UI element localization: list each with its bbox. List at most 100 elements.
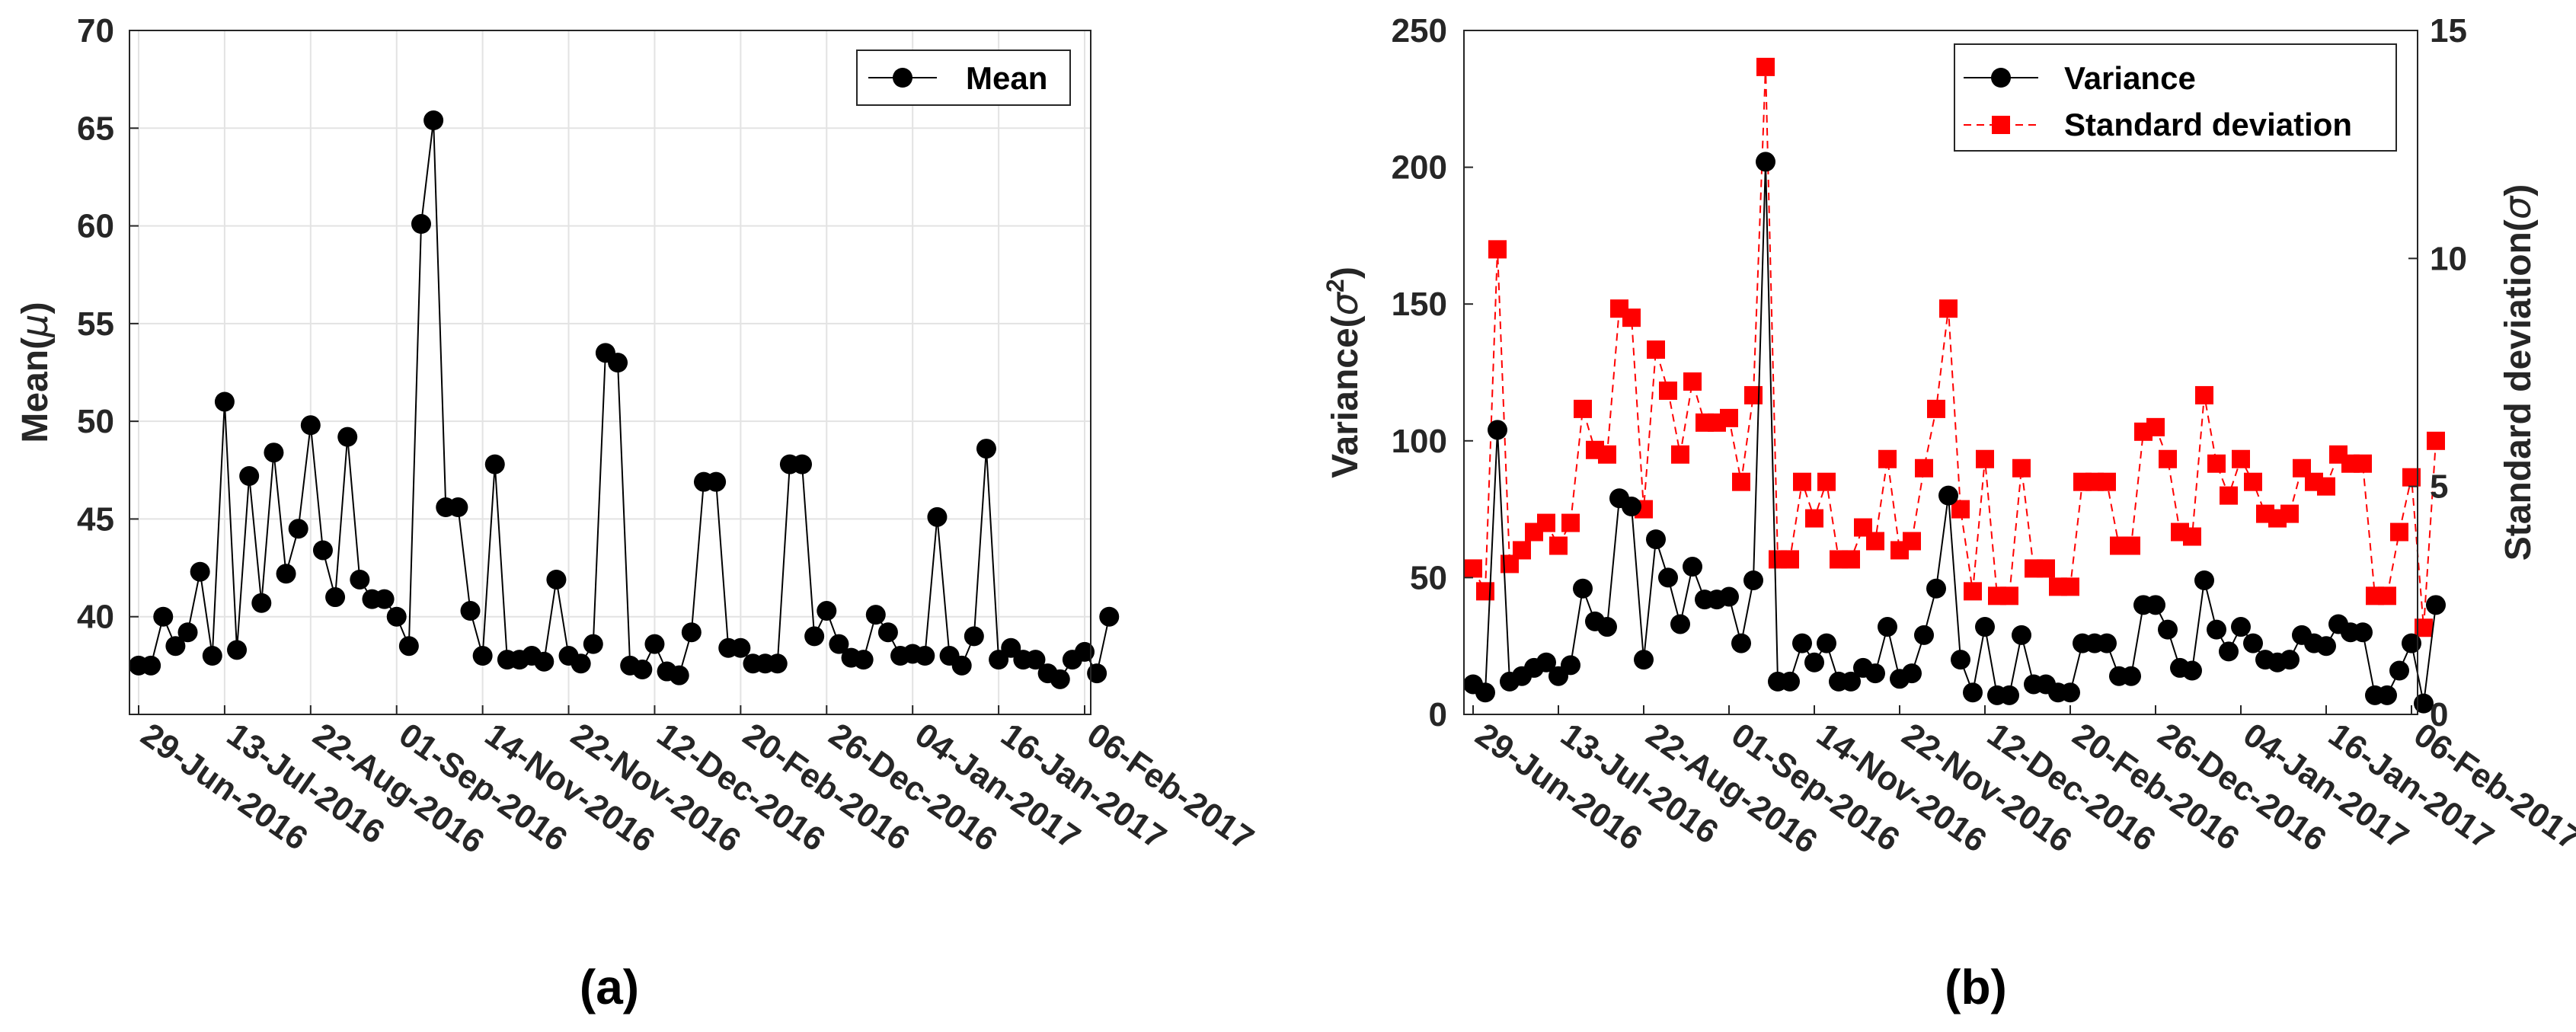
panel-b-legend-stddev-marker (1992, 116, 2010, 134)
panel-a-mean-point (829, 634, 849, 654)
panel-b-right-y-tick-label: 10 (2430, 240, 2467, 277)
panel-b-variance-point (2207, 619, 2226, 640)
panel-a-mean-point (276, 564, 296, 584)
panel-b-variance-point (1683, 557, 1702, 577)
panel-b-left-y-tick-label: 100 (1392, 423, 1447, 460)
panel-a-legend-label: Mean (966, 60, 1047, 96)
panel-b-stddev-point (2244, 472, 2262, 491)
panel-a-mean-point (350, 569, 370, 589)
panel-b-variance-point (1561, 655, 1580, 676)
panel-a-mean-point (792, 454, 813, 474)
panel-a-y-tick-label: 70 (77, 12, 114, 50)
panel-b-variance-point (2194, 570, 2214, 590)
panel-a-mean-point (190, 561, 210, 582)
panel-b-stddev-point (1744, 385, 1763, 404)
panel-b-variance-point (1622, 497, 1641, 517)
panel-b-variance-point (2280, 650, 2300, 670)
panel-b-variance-point (2402, 633, 2421, 653)
panel-a-y-tick-label: 50 (77, 403, 114, 440)
panel-b-stddev-point (1805, 509, 1823, 528)
panel-b-stddev-point (1598, 445, 1616, 464)
panel-a-mean-point (153, 606, 174, 627)
panel-a-legend: Mean (856, 50, 1071, 106)
panel-b-stddev-point (2280, 504, 2299, 523)
panel-a-mean-point (448, 497, 468, 518)
panel-a-mean-point (484, 454, 505, 474)
panel-a-mean-point (300, 415, 321, 436)
panel-a-mean-point (976, 439, 996, 459)
panel-b-stddev-point (2427, 431, 2445, 450)
panel-b-stddev-point (1781, 550, 1799, 569)
panel-b-stddev-point (1732, 472, 1750, 491)
panel-a-mean-point (804, 626, 825, 647)
panel-b-stddev-point (1720, 408, 1738, 427)
panel-b-right-y-tick-label: 15 (2430, 12, 2467, 50)
panel-a-mean-point (730, 637, 751, 658)
panel-a-mean-point (227, 640, 248, 660)
panel-b-variance-point (2182, 660, 2202, 681)
panel-b-right-y-axis-label: Standard deviation(σ) (2497, 184, 2539, 561)
panel-b-variance-point (1780, 671, 1800, 692)
panel-a-mean-point (239, 465, 260, 486)
panel-b-stddev-point (1464, 559, 1482, 578)
panel-b-variance-point (1719, 586, 1739, 607)
panel-a-mean-point (264, 443, 284, 463)
panel-b-stddev-point (1915, 458, 1933, 478)
panel-b-x-ticks: 29-Jun-201613-Jul-201622-Aug-201601-Sep-… (1469, 705, 2576, 861)
panel-b-stddev-point (1537, 513, 1555, 532)
panel-a-mean-point (460, 601, 481, 621)
panel-b-left-y-axis-label: Variance(σ2) (1322, 267, 1366, 478)
panel-b-stddev-point (1976, 449, 1994, 468)
panel-b-legend-variance-marker (1991, 68, 2011, 88)
panel-b-stddev-point (1488, 240, 1507, 259)
panel-b-variance-point (1951, 650, 1970, 670)
panel-a-mean-point (583, 634, 603, 654)
panel-b-left-y-tick-label: 250 (1392, 12, 1447, 50)
panel-a-mean-point (1050, 669, 1070, 689)
panel-b-variance-point (1670, 614, 1690, 634)
panel-a-mean-point (534, 651, 555, 672)
panel-b-variance-point (1634, 650, 1654, 670)
panel-b-variance-point (2377, 685, 2397, 705)
panel-a-mean-point (1025, 650, 1046, 670)
panel-a-y-tick-label: 55 (77, 305, 114, 343)
panel-a-mean-point (644, 634, 665, 654)
panel-a-mean-point (398, 636, 419, 657)
panel-b-axes-box (1463, 30, 2418, 715)
panel-b-stddev-point (1842, 550, 1860, 569)
panel-b-stddev-point (2061, 577, 2079, 596)
panel-a-mean-point (374, 589, 395, 609)
panel-a-mean-point (337, 427, 358, 447)
panel-b-stddev-point (2195, 385, 2213, 404)
panel-b-stddev-point (2146, 417, 2165, 436)
panel-b-variance-point (2414, 693, 2434, 714)
panel-b-right-y-tick-label: 5 (2430, 468, 2448, 506)
panel-b-left-y-tick-label: 0 (1429, 696, 1447, 733)
panel-a-mean-point (877, 622, 898, 643)
panel-b-stddev-point (2159, 449, 2177, 468)
panel-b-variance-point (1488, 420, 1507, 440)
panel-a-mean-point (632, 659, 653, 679)
panel-b-stddev-point (2000, 586, 2018, 605)
panel-a-y-tick-label: 40 (77, 599, 114, 636)
panel-a-mean-point (570, 653, 591, 674)
panel-a-mean-point (1001, 637, 1021, 658)
panel-a-mean-point (817, 601, 837, 621)
panel-a-mean-point (386, 606, 407, 627)
panel-b-stddev-point (1513, 541, 1531, 560)
panel-b-variance-point (1841, 671, 1861, 692)
panel-b-stddev-line (1472, 66, 2437, 628)
panel-b-variance-point (1914, 625, 1934, 645)
panel-b-stddev-point (2183, 527, 2201, 546)
panel-a-x-ticks: 29-Jun-201613-Jul-201622-Aug-201601-Sep-… (134, 705, 1261, 861)
panel-a-mean-point (681, 622, 702, 643)
panel-b-stddev-point (1756, 57, 1775, 76)
panel-b-stddev-point (1866, 532, 1884, 551)
panel-b-variance-point (1573, 578, 1593, 599)
panel-b-stddev-point (2207, 454, 2226, 473)
panel-b-variance-line (1472, 161, 2437, 704)
panel-a-mean-point (1087, 663, 1107, 684)
panel-b-variance-point (1902, 663, 1922, 684)
panel-b-stddev-point (2378, 586, 2396, 605)
